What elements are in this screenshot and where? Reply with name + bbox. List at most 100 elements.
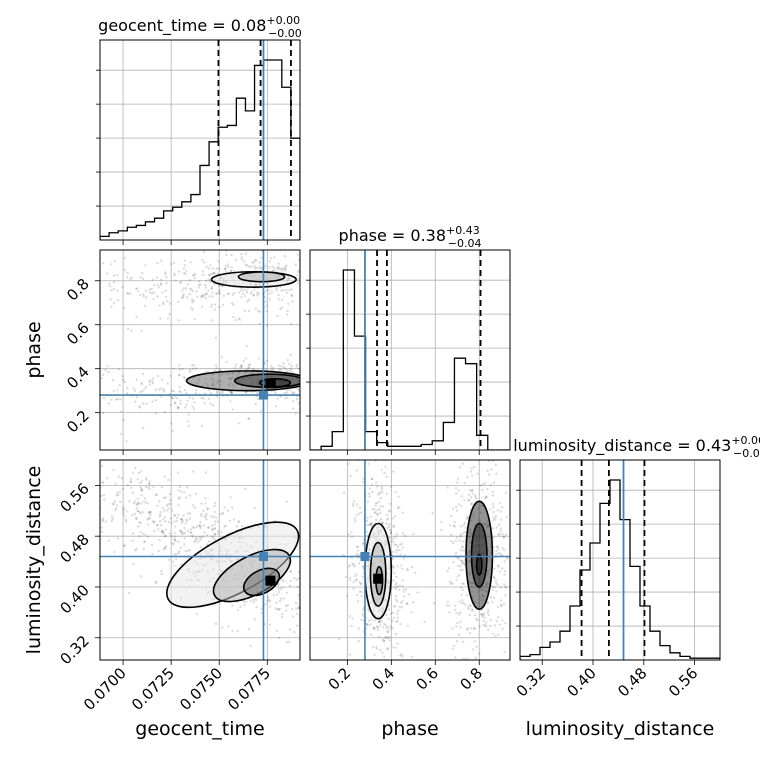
sample-point <box>241 292 244 296</box>
sample-point <box>101 517 105 520</box>
sample-point <box>358 282 360 284</box>
sample-point <box>237 421 240 425</box>
sample-point <box>322 272 324 274</box>
x-tick-label: 0.4 <box>369 664 399 694</box>
sample-point <box>131 491 135 494</box>
sample-point <box>445 604 449 607</box>
sample-point <box>479 452 481 454</box>
sample-point <box>343 267 345 269</box>
sample-point <box>131 539 134 542</box>
sample-point <box>350 624 353 628</box>
sample-point <box>382 388 384 390</box>
sample-point <box>173 538 176 541</box>
sample-point <box>215 267 218 270</box>
sample-point <box>209 280 212 284</box>
sample-point <box>356 503 359 506</box>
sample-point <box>354 363 356 365</box>
sample-point <box>245 357 248 360</box>
sample-point <box>140 383 144 386</box>
sample-point <box>388 509 391 512</box>
sample-point <box>504 594 507 597</box>
sample-point <box>144 264 147 267</box>
sample-point <box>494 515 498 518</box>
sample-point <box>0 393 2 395</box>
sample-point <box>373 267 375 269</box>
sample-point <box>126 483 129 487</box>
sample-point <box>393 586 397 589</box>
sample-point <box>462 523 465 527</box>
sample-point <box>406 569 409 572</box>
sample-point <box>386 526 389 530</box>
sample-point <box>312 613 314 615</box>
sample-point <box>151 278 155 281</box>
sample-point <box>265 289 268 292</box>
sample-point <box>305 570 307 572</box>
sample-point <box>123 268 127 272</box>
sample-point <box>396 642 399 645</box>
sample-point <box>205 518 208 521</box>
sample-point <box>205 533 209 537</box>
sample-point <box>281 586 284 589</box>
sample-point <box>473 640 476 643</box>
sample-point <box>475 452 477 454</box>
sample-point <box>378 492 381 495</box>
sample-point <box>499 603 503 607</box>
sample-point <box>154 581 158 585</box>
sample-point <box>351 274 353 276</box>
sample-point <box>487 609 490 612</box>
sample-point <box>254 598 258 602</box>
sample-point <box>296 253 299 256</box>
sample-point <box>83 467 85 469</box>
sample-point <box>148 288 151 291</box>
sample-point <box>182 271 186 275</box>
sample-point <box>328 597 330 599</box>
sample-point <box>284 367 287 371</box>
sample-point <box>198 280 201 283</box>
sample-point <box>180 531 183 534</box>
sample-point <box>197 524 201 527</box>
sample-point <box>345 604 347 606</box>
sample-point <box>168 499 172 502</box>
sample-point <box>49 459 51 461</box>
sample-point <box>282 362 285 365</box>
sample-point <box>203 392 207 395</box>
sample-point <box>361 542 365 546</box>
sample-point <box>505 557 509 560</box>
sample-point <box>462 532 465 535</box>
sample-point <box>210 287 213 290</box>
sample-point <box>225 360 228 364</box>
sample-point <box>319 382 321 384</box>
sample-point <box>155 412 158 415</box>
sample-point <box>175 552 178 556</box>
sample-point <box>313 284 315 286</box>
sample-point <box>85 300 87 302</box>
sample-point <box>73 512 75 514</box>
sample-point <box>209 391 213 395</box>
sample-point <box>183 537 186 540</box>
sample-point <box>395 533 399 536</box>
sample-point <box>74 450 76 452</box>
sample-point <box>183 526 186 530</box>
sample-point <box>474 495 477 499</box>
sample-point <box>177 270 181 273</box>
sample-point <box>321 376 323 378</box>
sample-point <box>448 524 452 527</box>
sample-point <box>109 285 112 288</box>
sample-point <box>160 531 164 535</box>
sample-point <box>504 585 507 588</box>
sample-point <box>214 502 217 505</box>
sample-point <box>253 288 256 291</box>
sample-point <box>459 535 462 538</box>
sample-point <box>153 521 156 524</box>
sample-point <box>356 377 358 379</box>
sample-point <box>112 469 115 472</box>
sample-point <box>354 578 357 582</box>
sample-point <box>320 390 322 392</box>
sample-point <box>142 293 145 296</box>
sample-point <box>398 588 401 592</box>
sample-point <box>115 504 119 507</box>
sample-point <box>350 531 353 534</box>
sample-point <box>191 367 194 370</box>
sample-point <box>254 402 257 406</box>
sample-point <box>503 583 506 586</box>
